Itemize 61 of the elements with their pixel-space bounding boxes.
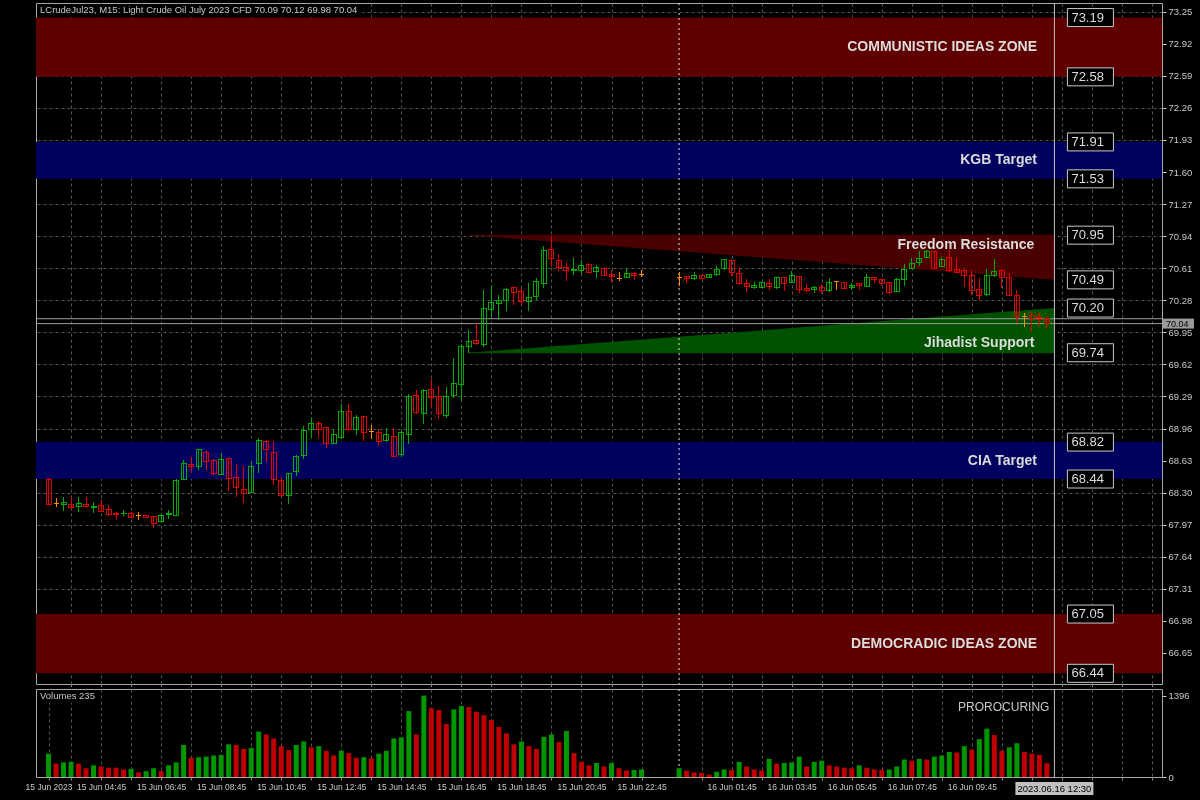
- annotation: 66.44: [1071, 665, 1104, 681]
- x-tick-label: 16 Jun 09:45: [947, 781, 998, 792]
- x-tick-label: 15 Jun 06:45: [137, 781, 187, 792]
- x-tick-label: 16 Jun 01:45: [707, 781, 757, 792]
- y-tick-label: 1396: [1168, 690, 1190, 702]
- y-tick-label: 68.96: [1168, 423, 1193, 434]
- x-tick-label: 15 Jun 18:45: [497, 781, 547, 792]
- annotation: 69.74: [1071, 344, 1104, 360]
- y-tick-label: 70.61: [1168, 262, 1193, 274]
- x-tick-label: 15 Jun 16:45: [437, 781, 487, 792]
- annotation: 73.19: [1071, 9, 1104, 25]
- x-tick-label: 15 Jun 2023: [25, 781, 73, 792]
- y-tick-label: 72.59: [1168, 70, 1193, 82]
- ref-line-label: 70.04: [1166, 318, 1189, 329]
- y-tick-label: 67.31: [1168, 583, 1193, 595]
- x-tick-label: 15 Jun 22:45: [617, 781, 667, 792]
- x-tick-label: 16 Jun 03:45: [767, 781, 818, 792]
- band-label: CIA Target: [967, 451, 1038, 468]
- annotation: 68.44: [1071, 471, 1104, 487]
- band-label: KGB Target: [960, 151, 1038, 168]
- band-label: COMMUNISTIC IDEAS ZONE: [847, 38, 1037, 55]
- annotation: PROROCURING: [958, 700, 1050, 714]
- annotation: 70.20: [1071, 300, 1104, 316]
- y-tick-label: 71.93: [1168, 134, 1193, 146]
- annotation: 67.05: [1071, 606, 1104, 622]
- x-tick-label: 15 Jun 04:45: [76, 781, 127, 792]
- y-tick-label: 67.64: [1168, 551, 1193, 563]
- y-tick-label: 70.94: [1168, 230, 1193, 242]
- y-tick-label: 73.25: [1168, 6, 1193, 18]
- y-tick-label: 69.29: [1168, 390, 1193, 402]
- y-tick-label: 66.65: [1168, 647, 1193, 659]
- y-tick-label: 69.95: [1168, 326, 1193, 338]
- annotation: 70.95: [1071, 227, 1104, 243]
- series-label: Jihadist Support: [923, 333, 1035, 350]
- y-tick-label: 71.60: [1168, 166, 1193, 178]
- y-tick-label: 68.63: [1168, 455, 1193, 467]
- x-tick-label: 16 Jun 07:45: [887, 781, 938, 792]
- y-tick-label: 70.28: [1168, 294, 1193, 306]
- annotation: 70.49: [1071, 271, 1104, 287]
- annotation: 71.53: [1071, 170, 1104, 186]
- band-label: DEMOCRADIC IDEAS ZONE: [851, 634, 1037, 651]
- chart-title: LCrudeJul23, M15: Light Crude Oil July 2023 CFD 70.09 70.12 69.98 70.04: [40, 4, 358, 15]
- annotation: 72.58: [1071, 68, 1104, 84]
- annotation: 71.91: [1071, 133, 1104, 149]
- y-tick-label: 71.27: [1168, 198, 1193, 210]
- y-tick-label: 67.97: [1168, 519, 1193, 531]
- x-tick-label: 15 Jun 12:45: [317, 781, 367, 792]
- y-tick-label: 72.92: [1168, 38, 1193, 50]
- series-label: Freedom Resistance: [897, 236, 1035, 253]
- y-tick-label: 69.62: [1168, 358, 1193, 370]
- y-tick-label: 68.30: [1168, 487, 1193, 499]
- x-tick-label: 16 Jun 05:45: [827, 781, 878, 792]
- x-tick-label: 15 Jun 14:45: [377, 781, 427, 792]
- chart-title: Volumes 235: [40, 690, 95, 701]
- y-tick-label: 72.26: [1168, 102, 1193, 114]
- x-tick-label: 15 Jun 08:45: [197, 781, 247, 792]
- x-tick-label: 15 Jun 20:45: [557, 781, 607, 792]
- y-tick-label: 66.98: [1168, 615, 1193, 627]
- x-tick-label: 15 Jun 10:45: [257, 781, 307, 792]
- annotation: 68.82: [1071, 434, 1104, 450]
- y-tick-label: 0: [1168, 771, 1174, 783]
